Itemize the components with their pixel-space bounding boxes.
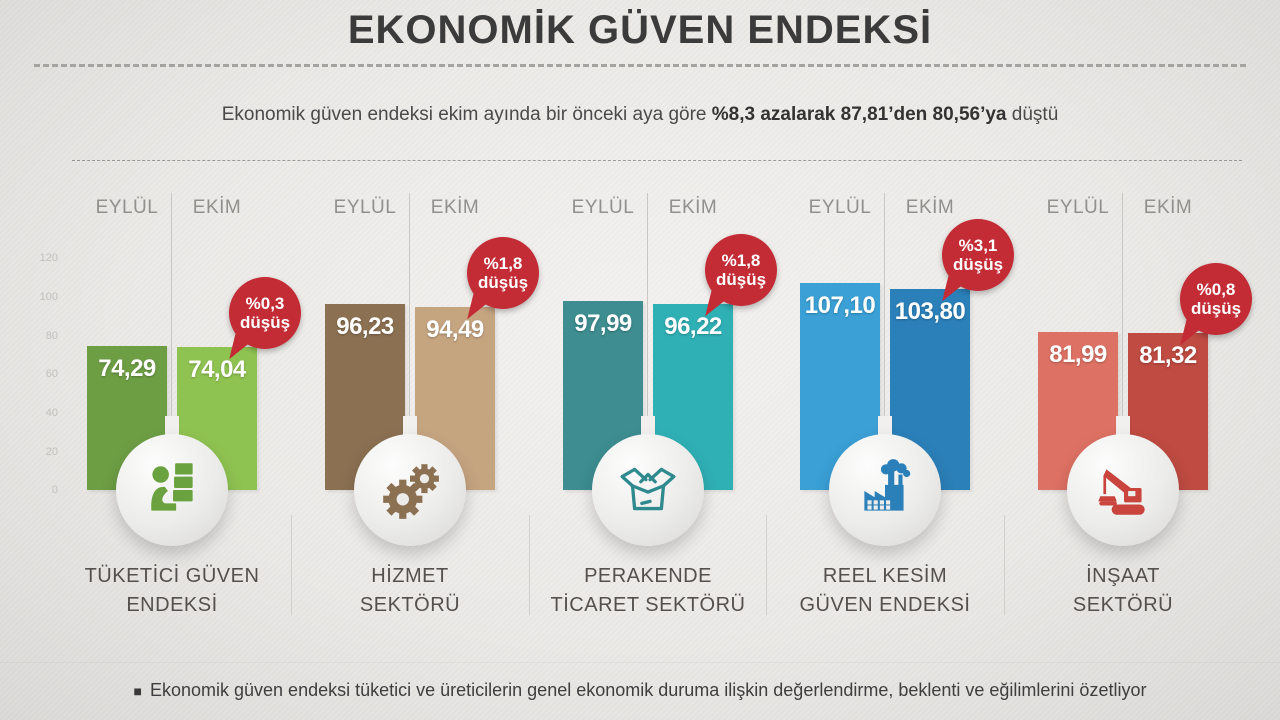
month-label-ekim: EKİM [430,197,480,218]
month-label-ekim: EKİM [905,197,955,218]
chart-group: EYLÜL EKİM 81,99 81,32 %0,8 düşüş [1004,160,1252,660]
chart-area: 120 100 80 60 40 20 0 EYLÜL EKİM 74,29 7… [0,160,1280,660]
category-line-1: HİZMET [371,565,449,587]
badge-percent: %0,8 [1196,279,1236,299]
badge-percent: %0,3 [245,293,285,313]
chart-group: EYLÜL EKİM 97,99 96,22 %1,8 düşüş PERAKE… [529,160,777,660]
category-line-1: PERAKENDE [584,565,712,587]
square-bullet-icon: ■ [133,683,142,699]
bar-value-eylul: 74,29 [98,355,156,383]
month-label-eylul: EYLÜL [808,197,872,218]
badge-word: düşüş [477,273,529,293]
gridline [72,160,1242,161]
category-line-1: İNŞAAT [1086,565,1160,587]
badge-word: düşüş [239,312,291,332]
month-label-eylul: EYLÜL [571,197,635,218]
category-line-1: REEL KESİM [822,565,948,587]
group-separator [766,515,767,615]
change-badge: %1,8 düşüş [467,237,539,310]
subtitle-text-start: Ekonomik güven endeksi ekim ayında bir ö… [221,104,712,125]
month-label-ekim: EKİM [1143,197,1193,218]
gridline [72,160,1242,161]
icon-circle [116,434,228,546]
month-label-eylul: EYLÜL [1046,197,1110,218]
category-line-2: GÜVEN ENDEKSİ [799,594,971,616]
bar-value-eylul: 107,10 [804,291,876,319]
gridline [72,160,1242,161]
badge-word: düşüş [715,269,767,289]
bar-value-eylul: 81,99 [1049,340,1107,368]
category-line-2: SEKTÖRÜ [1072,594,1174,616]
category-line-2: SEKTÖRÜ [359,594,461,616]
gridline [72,160,1242,161]
bar-value-eylul: 96,23 [336,312,394,340]
y-axis-tick-label: 0 [51,484,58,496]
category-label: HİZMET SEKTÖRÜ [271,562,549,620]
gridline [72,160,1242,161]
y-axis-tick-label: 80 [45,330,58,342]
badge-percent: %1,8 [483,254,523,274]
subtitle-text-end: düştü [1006,104,1059,125]
category-line-2: TİCARET SEKTÖRÜ [550,594,746,616]
month-label-ekim: EKİM [668,197,718,218]
chart-group: EYLÜL EKİM 74,29 74,04 %0,3 düşüş TÜKETİ… [53,160,301,660]
group-separator [1004,515,1005,615]
category-label: İNŞAAT SEKTÖRÜ [984,562,1262,620]
column-divider [171,193,172,437]
month-label-eylul: EYLÜL [95,197,159,218]
group-separator [529,515,530,615]
category-line-2: ENDEKSİ [126,594,218,616]
crane-icon [1098,469,1145,515]
subtitle: Ekonomik güven endeksi ekim ayında bir ö… [0,104,1280,126]
badge-word: düşüş [1190,298,1242,318]
chart-group: EYLÜL EKİM 96,23 94,49 %1,8 düşüş [291,160,539,660]
footnote: ■ Ekonomik güven endeksi tüketici ve üret… [0,680,1280,701]
category-label: REEL KESİM GÜVEN ENDEKSİ [746,562,1024,620]
column-divider [1122,193,1123,437]
badge-percent: %3,1 [958,236,998,256]
column-divider [884,193,885,437]
badge-word: düşüş [952,255,1004,275]
y-axis-tick-label: 120 [39,252,58,264]
y-axis-tick-label: 100 [39,291,58,303]
group-separator [291,515,292,615]
chart-group: EYLÜL EKİM 107,10 103,80 %3,1 düşüş [766,160,1014,660]
change-badge: %0,3 düşüş [229,276,301,349]
icon-circle [592,434,704,546]
month-label-eylul: EYLÜL [333,197,397,218]
bar-value-eylul: 97,99 [574,309,632,337]
badge-percent: %1,8 [721,250,761,270]
category-label: PERAKENDE TİCARET SEKTÖRÜ [509,562,787,620]
page-title: EKONOMİK GÜVEN ENDEKSİ [347,8,933,52]
category-line-1: TÜKETİCİ GÜVEN [84,565,260,587]
change-badge: %3,1 düşüş [942,219,1014,292]
gears-icon [383,464,439,519]
column-divider [409,193,410,437]
category-label: TÜKETİCİ GÜVEN ENDEKSİ [33,562,311,620]
footnote-text: Ekonomik güven endeksi tüketici ve üreti… [149,680,1147,700]
title-dashed-separator [34,64,1246,67]
y-axis-tick-label: 20 [45,446,58,458]
gridline [72,160,1242,161]
icon-circle [1067,434,1179,546]
open-box-icon [620,467,676,511]
icon-circle [829,434,941,546]
gridline [72,160,1242,161]
y-axis-tick-label: 40 [45,407,58,419]
change-badge: %1,8 düşüş [705,233,777,306]
change-badge: %0,8 düşüş [1180,262,1252,335]
month-label-ekim: EKİM [192,197,242,218]
footer-divider [0,662,1280,663]
icon-circle [354,434,466,546]
column-divider [647,193,648,437]
consumer-boxes-icon [151,463,193,511]
factory-icon [864,459,911,511]
subtitle-highlight: %8,3 azalarak 87,81’den 80,56’ya [711,104,1007,125]
y-axis-tick-label: 60 [45,368,58,380]
